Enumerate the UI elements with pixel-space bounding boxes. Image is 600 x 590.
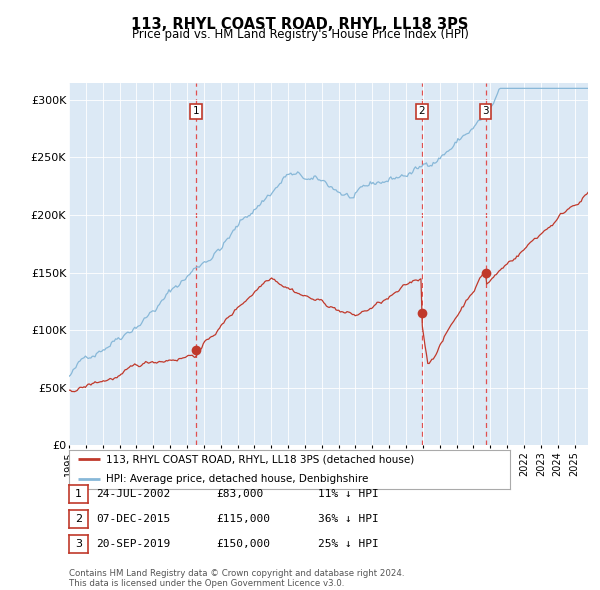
Text: 07-DEC-2015: 07-DEC-2015: [96, 514, 170, 524]
Text: 25% ↓ HPI: 25% ↓ HPI: [318, 539, 379, 549]
Text: Price paid vs. HM Land Registry's House Price Index (HPI): Price paid vs. HM Land Registry's House …: [131, 28, 469, 41]
Text: 1: 1: [193, 106, 200, 116]
Text: 3: 3: [482, 106, 489, 116]
Text: 3: 3: [75, 539, 82, 549]
Text: 24-JUL-2002: 24-JUL-2002: [96, 489, 170, 499]
Text: £115,000: £115,000: [216, 514, 270, 524]
Text: 2: 2: [75, 514, 82, 524]
Text: 1: 1: [75, 489, 82, 499]
Text: £83,000: £83,000: [216, 489, 263, 499]
Text: 11% ↓ HPI: 11% ↓ HPI: [318, 489, 379, 499]
Text: 36% ↓ HPI: 36% ↓ HPI: [318, 514, 379, 524]
Text: £150,000: £150,000: [216, 539, 270, 549]
Text: Contains HM Land Registry data © Crown copyright and database right 2024.
This d: Contains HM Land Registry data © Crown c…: [69, 569, 404, 588]
Text: 20-SEP-2019: 20-SEP-2019: [96, 539, 170, 549]
Text: HPI: Average price, detached house, Denbighshire: HPI: Average price, detached house, Denb…: [106, 474, 369, 484]
Text: 2: 2: [418, 106, 425, 116]
Text: 113, RHYL COAST ROAD, RHYL, LL18 3PS (detached house): 113, RHYL COAST ROAD, RHYL, LL18 3PS (de…: [106, 454, 415, 464]
Text: 113, RHYL COAST ROAD, RHYL, LL18 3PS: 113, RHYL COAST ROAD, RHYL, LL18 3PS: [131, 17, 469, 31]
